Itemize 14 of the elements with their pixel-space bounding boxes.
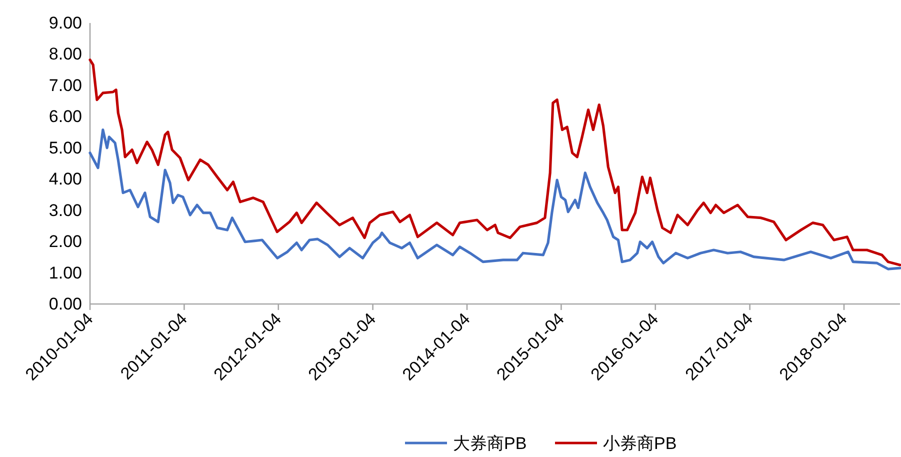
y-tick-label: 7.00 — [48, 76, 82, 95]
y-tick-label: 8.00 — [48, 44, 82, 64]
y-tick-label: 6.00 — [48, 107, 82, 126]
y-tick-label: 4.00 — [48, 170, 82, 189]
legend-label: 大券商PB — [453, 434, 527, 453]
y-tick-label: 9.00 — [48, 14, 82, 32]
y-tick-label: 2.00 — [48, 232, 82, 252]
y-tick-label: 5.00 — [48, 138, 82, 158]
line-series — [88, 128, 901, 270]
y-tick-label: 0.00 — [48, 294, 82, 314]
y-tick-label: 3.00 — [48, 200, 82, 220]
y-tick-label: 1.00 — [48, 263, 82, 282]
line-series — [88, 58, 901, 266]
legend-label: 小券商PB — [603, 434, 677, 453]
